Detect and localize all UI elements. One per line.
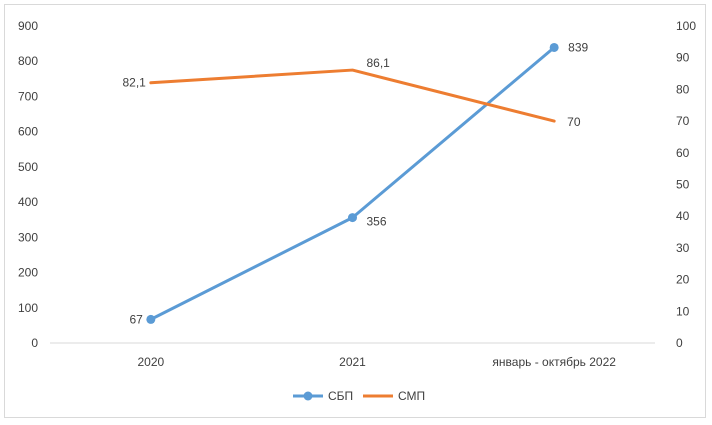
- data-label: 839: [568, 40, 588, 54]
- left-y-tick-label: 500: [18, 160, 38, 174]
- data-label: 356: [367, 215, 387, 229]
- left-y-tick-label: 700: [18, 89, 38, 103]
- data-label: 70: [567, 115, 581, 129]
- data-label: 86,1: [367, 56, 391, 70]
- left-y-tick-label: 300: [18, 230, 38, 244]
- right-y-tick-label: 10: [676, 304, 690, 318]
- series-line-СМП: [149, 68, 556, 123]
- legend-label: СМП: [398, 389, 425, 403]
- right-y-tick-label: 30: [676, 241, 690, 255]
- right-y-tick-label: 90: [676, 51, 690, 65]
- left-y-axis: 0 100 200 300 400 500 600 700 800 900: [18, 19, 38, 350]
- series-point-СБП: [549, 42, 559, 52]
- chart-frame: 0 100 200 300 400 500 600 700 800 900 0 10 20 30 40 50…: [4, 4, 706, 418]
- left-y-tick-label: 200: [18, 266, 38, 280]
- right-y-axis: 0 10 20 30 40 50 60 70 80 90 100: [676, 19, 696, 350]
- right-y-tick-label: 50: [676, 178, 690, 192]
- series-layer: [146, 42, 559, 324]
- x-tick-label: 2020: [137, 355, 164, 369]
- x-axis: 2020 2021 январь - октябрь 2022: [137, 355, 616, 369]
- left-y-tick-label: 400: [18, 195, 38, 209]
- left-y-tick-label: 900: [18, 19, 38, 33]
- data-label: 82,1: [122, 76, 146, 90]
- data-label: 67: [129, 312, 143, 326]
- series-point-СБП: [146, 314, 156, 324]
- legend-marker-СБП: [303, 391, 313, 401]
- left-y-tick-label: 0: [31, 336, 38, 350]
- right-y-tick-label: 100: [676, 19, 696, 33]
- left-y-tick-label: 600: [18, 125, 38, 139]
- data-labels: 67 356 839 82,1 86,1 70: [122, 40, 588, 326]
- left-y-tick-label: 100: [18, 301, 38, 315]
- x-tick-label: январь - октябрь 2022: [492, 355, 616, 369]
- series-point-СБП: [348, 213, 357, 223]
- line-chart: 0 100 200 300 400 500 600 700 800 900 0 10 20 30 40 50…: [18, 19, 696, 403]
- right-y-tick-label: 40: [676, 209, 690, 223]
- series-line-СБП: [149, 45, 556, 321]
- right-y-tick-label: 70: [676, 114, 690, 128]
- right-y-tick-label: 20: [676, 273, 690, 287]
- left-y-tick-label: 800: [18, 54, 38, 68]
- right-y-tick-label: 0: [676, 336, 683, 350]
- x-tick-label: 2021: [339, 355, 366, 369]
- right-y-tick-label: 80: [676, 82, 690, 96]
- legend: СБП СМП: [293, 389, 425, 403]
- legend-label: СБП: [328, 389, 353, 403]
- right-y-tick-label: 60: [676, 146, 690, 160]
